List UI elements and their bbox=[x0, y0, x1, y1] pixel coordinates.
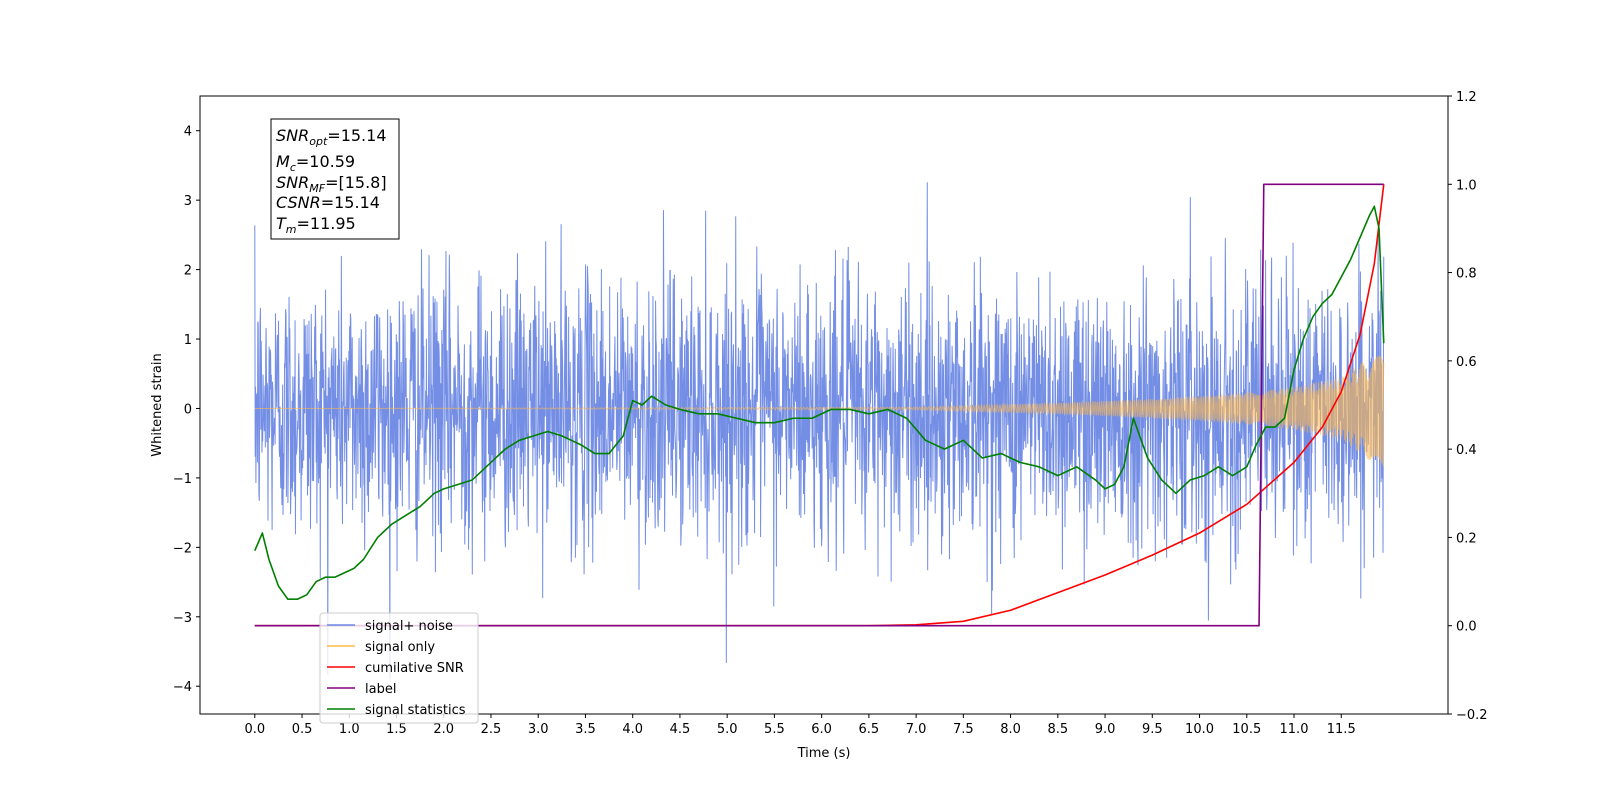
y-axis-left: 4 3 2 1 0 −1 −2 −3 −4 bbox=[173, 125, 200, 695]
y-tick-label: −1 bbox=[173, 472, 192, 487]
info-tm: Tm=11.95 bbox=[276, 214, 356, 236]
y2-tick-label: 0.8 bbox=[1456, 267, 1477, 282]
y2-tick-label: 0.0 bbox=[1456, 620, 1477, 635]
x-tick-label: 4.5 bbox=[670, 722, 691, 737]
x-tick-label: 7.5 bbox=[953, 722, 974, 737]
x-tick-label: 8.5 bbox=[1047, 722, 1068, 737]
y-tick-label: 3 bbox=[184, 194, 192, 209]
y-axis-right: 1.2 1.0 0.8 0.6 0.4 0.2 0.0 −0.2 bbox=[1448, 90, 1488, 723]
y2-tick-label: −0.2 bbox=[1456, 708, 1488, 723]
legend: signal+ noise signal only cumilative SNR… bbox=[319, 612, 479, 724]
x-tick-label: 2.0 bbox=[433, 722, 454, 737]
y-tick-label: −3 bbox=[173, 611, 192, 626]
y-axis-title: Whitened strain bbox=[150, 353, 165, 456]
x-tick-label: 11.5 bbox=[1327, 722, 1356, 737]
legend-label-signal-noise: signal+ noise bbox=[365, 619, 453, 634]
x-tick-label: 6.0 bbox=[811, 722, 832, 737]
x-tick-label: 3.5 bbox=[575, 722, 596, 737]
x-tick-label: 5.0 bbox=[717, 722, 738, 737]
info-box: SNRopt=15.14 Mc=10.59 SNRMF=[15.8] CSNR=… bbox=[270, 118, 400, 240]
y-tick-label: 2 bbox=[184, 264, 192, 279]
info-box-frame bbox=[270, 118, 400, 240]
x-tick-label: 8.0 bbox=[1000, 722, 1021, 737]
x-axis: 0.0 0.5 1.0 1.5 2.0 2.5 3.0 3.5 4.0 4.5 5.0 5.5 6.0 6… bbox=[244, 714, 1356, 737]
y2-tick-label: 0.6 bbox=[1456, 355, 1477, 370]
y2-tick-label: 0.2 bbox=[1456, 531, 1477, 546]
x-tick-label: 9.5 bbox=[1142, 722, 1163, 737]
y-tick-label: 1 bbox=[184, 333, 192, 348]
info-snr-mf: SNRMF=[15.8] bbox=[276, 173, 387, 195]
legend-label-cumulative-snr: cumilative SNR bbox=[365, 661, 464, 676]
x-tick-label: 7.0 bbox=[906, 722, 927, 737]
legend-frame bbox=[319, 612, 479, 724]
series-cumulative-snr bbox=[254, 184, 1385, 627]
series-signal-noise bbox=[254, 182, 1385, 680]
x-tick-label: 4.0 bbox=[622, 722, 643, 737]
info-snr-opt: SNRopt=15.14 bbox=[276, 126, 387, 148]
x-tick-label: 1.5 bbox=[386, 722, 407, 737]
plot-frame bbox=[199, 95, 1449, 715]
x-tick-label: 0.5 bbox=[292, 722, 313, 737]
y-tick-label: −2 bbox=[173, 541, 192, 556]
x-axis-title: Time (s) bbox=[797, 746, 851, 761]
x-tick-label: 10.5 bbox=[1232, 722, 1261, 737]
y-tick-label: 0 bbox=[184, 402, 192, 417]
x-tick-label: 5.5 bbox=[764, 722, 785, 737]
y-tick-label: −4 bbox=[173, 680, 192, 695]
x-tick-label: 6.5 bbox=[859, 722, 880, 737]
y2-tick-label: 1.0 bbox=[1456, 178, 1477, 193]
x-tick-label: 11.0 bbox=[1280, 722, 1309, 737]
x-tick-label: 1.0 bbox=[339, 722, 360, 737]
x-tick-label: 10.0 bbox=[1185, 722, 1214, 737]
legend-label-signal-only: signal only bbox=[365, 640, 435, 655]
info-mc: Mc=10.59 bbox=[276, 152, 355, 174]
info-csnr: CSNR=15.14 bbox=[276, 193, 380, 212]
legend-label-signal-statistics: signal statistics bbox=[365, 703, 466, 718]
x-tick-label: 2.5 bbox=[481, 722, 502, 737]
y2-tick-label: 0.4 bbox=[1456, 443, 1477, 458]
y2-tick-label: 1.2 bbox=[1456, 90, 1477, 105]
x-tick-label: 0.0 bbox=[244, 722, 265, 737]
x-tick-label: 9.0 bbox=[1095, 722, 1116, 737]
x-tick-label: 3.0 bbox=[528, 722, 549, 737]
series-signal-only bbox=[254, 356, 1385, 467]
y-tick-label: 4 bbox=[184, 125, 192, 140]
series-label bbox=[254, 183, 1384, 627]
series-signal-statistics bbox=[254, 205, 1385, 601]
series-layer bbox=[254, 182, 1385, 680]
legend-label-label: label bbox=[365, 682, 396, 697]
